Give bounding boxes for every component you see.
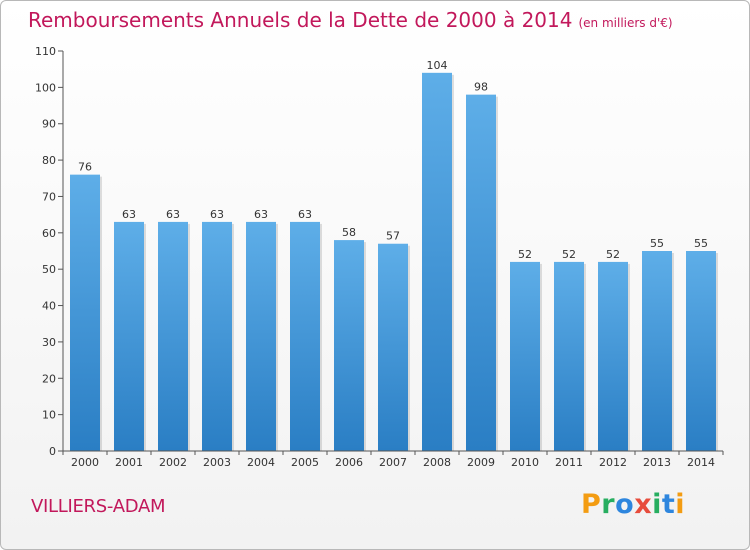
bar — [422, 72, 452, 452]
bar-value-label: 52 — [562, 248, 576, 261]
bar-value-label: 57 — [386, 230, 400, 243]
bar-value-label: 63 — [298, 208, 312, 221]
chart-title: Remboursements Annuels de la Dette de 20… — [28, 8, 673, 32]
bar — [334, 240, 364, 451]
bar — [202, 221, 232, 451]
chart-title-unit: (en milliers d'€) — [578, 16, 673, 30]
x-tick-label: 2010 — [511, 456, 539, 469]
logo-letter: o — [615, 489, 635, 520]
bar — [246, 221, 276, 451]
logo-letter: P — [581, 489, 602, 520]
bar-value-label: 58 — [342, 226, 356, 239]
bar — [554, 261, 584, 451]
y-tick-label: 110 — [35, 45, 56, 58]
logo-letter: t — [661, 489, 676, 520]
axes-group: 2000 2001 2002 2003 2004 2005 2006 2007 2008 2009… — [35, 45, 724, 469]
x-tick-label: 2005 — [291, 456, 319, 469]
y-tick-label: 50 — [42, 263, 56, 276]
x-tick-label: 2013 — [643, 456, 671, 469]
x-tick-label: 2001 — [115, 456, 143, 469]
x-tick-label: 2002 — [159, 456, 187, 469]
bar — [642, 251, 672, 451]
bar-value-label: 63 — [254, 208, 268, 221]
commune-name: VILLIERS-ADAM — [31, 496, 166, 517]
x-tick-label: 2000 — [71, 456, 99, 469]
bar-value-label: 52 — [518, 248, 532, 261]
y-tick-label: 100 — [35, 81, 56, 94]
bar — [686, 251, 716, 451]
bar-value-label: 52 — [606, 248, 620, 261]
bar — [598, 261, 628, 451]
x-tick-label: 2011 — [555, 456, 583, 469]
y-tick-label: 70 — [42, 190, 56, 203]
x-tick-label: 2007 — [379, 456, 407, 469]
bar — [466, 94, 496, 452]
bar-value-label: 63 — [210, 208, 224, 221]
bar — [158, 221, 188, 451]
bar-value-label: 55 — [650, 237, 664, 250]
x-tick-label: 2014 — [687, 456, 715, 469]
bars-group: 76 63 63 63 63 63 58 57 104 98 52 52 52 55 55 — [70, 59, 718, 452]
x-tick-label: 2003 — [203, 456, 231, 469]
x-tick-label: 2006 — [335, 456, 363, 469]
x-tick-label: 2008 — [423, 456, 451, 469]
y-tick-label: 0 — [49, 445, 56, 458]
y-tick-label: 80 — [42, 154, 56, 167]
bar — [378, 243, 408, 451]
y-tick-label: 90 — [42, 118, 56, 131]
bar-value-label: 76 — [78, 161, 92, 174]
bar — [290, 221, 320, 451]
x-tick-label: 2012 — [599, 456, 627, 469]
bar-value-label: 98 — [474, 81, 488, 94]
x-tick-label: 2009 — [467, 456, 495, 469]
proxiti-logo: Proxiti — [581, 489, 685, 520]
bar — [510, 261, 540, 451]
x-tick-label: 2004 — [247, 456, 275, 469]
logo-letter: r — [601, 489, 616, 520]
logo-letter: i — [652, 489, 662, 520]
y-tick-label: 40 — [42, 300, 56, 313]
y-tick-label: 60 — [42, 227, 56, 240]
bar — [114, 221, 144, 451]
bar-value-label: 63 — [122, 208, 136, 221]
bar-value-label: 63 — [166, 208, 180, 221]
logo-letter: i — [675, 489, 686, 520]
bar-value-label: 104 — [427, 59, 448, 72]
y-tick-label: 30 — [42, 336, 56, 349]
bar-value-label: 55 — [694, 237, 708, 250]
y-tick-label: 20 — [42, 372, 56, 385]
chart-title-main: Remboursements Annuels de la Dette de 20… — [28, 8, 573, 32]
y-tick-label: 10 — [42, 409, 56, 422]
bar — [70, 174, 100, 452]
logo-letter: x — [634, 489, 653, 520]
